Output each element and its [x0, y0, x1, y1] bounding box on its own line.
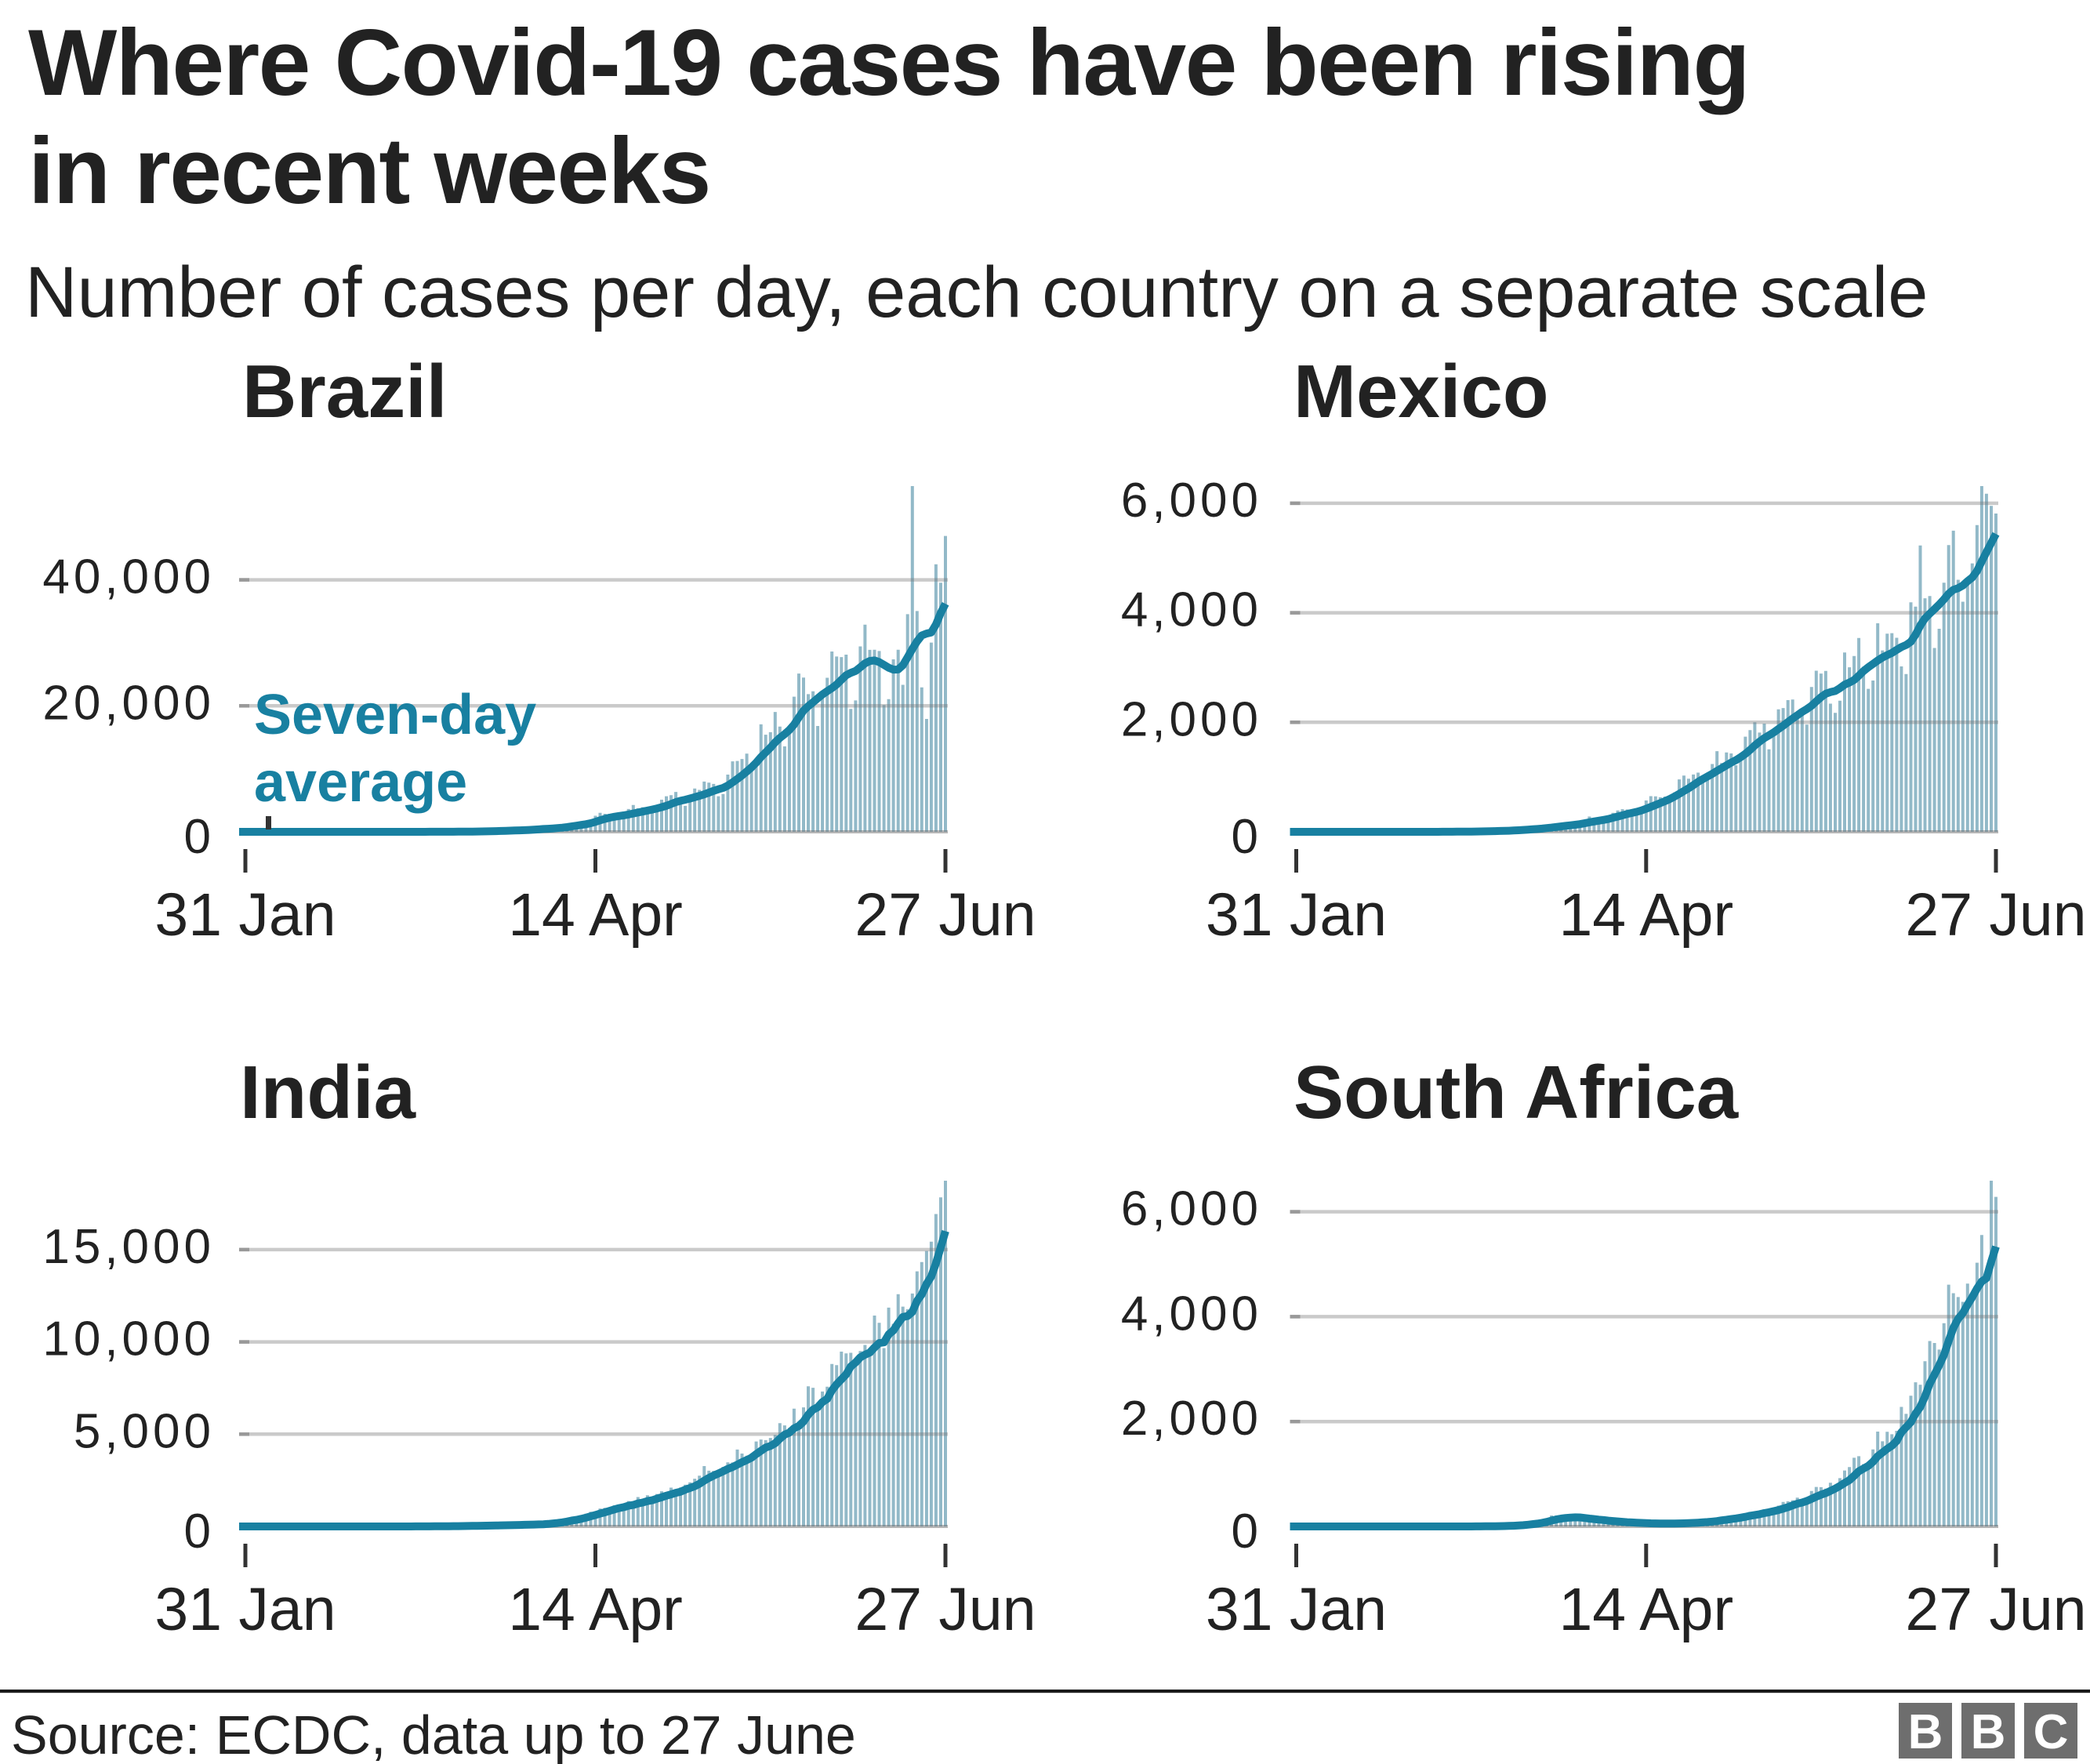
svg-text:2,000: 2,000 [1121, 692, 1262, 746]
svg-text:27 Jun: 27 Jun [855, 881, 1036, 949]
svg-text:0: 0 [184, 810, 215, 864]
svg-text:C: C [2034, 1705, 2069, 1759]
svg-text:Number of cases per day, each: Number of cases per day, each country on… [25, 252, 1928, 332]
svg-text:in recent weeks: in recent weeks [28, 118, 710, 223]
svg-text:31 Jan: 31 Jan [1206, 1576, 1387, 1643]
svg-text:6,000: 6,000 [1121, 474, 1262, 528]
svg-text:B: B [1971, 1705, 2006, 1759]
svg-text:31 Jan: 31 Jan [154, 881, 336, 949]
svg-text:0: 0 [1232, 1504, 1262, 1559]
svg-text:0: 0 [184, 1504, 215, 1559]
svg-text:Where Covid-19 cases have been: Where Covid-19 cases have been rising [28, 10, 1749, 115]
svg-text:Brazil: Brazil [242, 350, 447, 434]
svg-text:14 Apr: 14 Apr [1558, 1576, 1733, 1643]
svg-text:27 Jun: 27 Jun [1905, 881, 2086, 949]
svg-text:20,000: 20,000 [42, 676, 215, 730]
svg-text:Mexico: Mexico [1294, 350, 1548, 434]
svg-text:31 Jan: 31 Jan [154, 1576, 336, 1643]
svg-text:4,000: 4,000 [1121, 1287, 1262, 1341]
svg-text:10,000: 10,000 [42, 1312, 215, 1367]
svg-text:15,000: 15,000 [42, 1220, 215, 1274]
svg-text:5,000: 5,000 [74, 1404, 215, 1458]
svg-text:6,000: 6,000 [1121, 1182, 1262, 1236]
svg-text:27 Jun: 27 Jun [855, 1576, 1036, 1643]
svg-text:27 Jun: 27 Jun [1905, 1576, 2086, 1643]
svg-text:Seven-day: Seven-day [254, 684, 536, 746]
svg-text:0: 0 [1232, 810, 1262, 864]
svg-text:40,000: 40,000 [42, 550, 215, 604]
svg-text:B: B [1908, 1705, 1943, 1759]
svg-text:average: average [254, 751, 467, 814]
svg-text:4,000: 4,000 [1121, 583, 1262, 637]
svg-text:14 Apr: 14 Apr [1558, 881, 1733, 949]
svg-text:Source: ECDC, data up to 27 Ju: Source: ECDC, data up to 27 June [11, 1704, 856, 1764]
svg-text:India: India [240, 1051, 416, 1134]
svg-text:South Africa: South Africa [1294, 1051, 1739, 1134]
svg-text:2,000: 2,000 [1121, 1392, 1262, 1446]
svg-text:14 Apr: 14 Apr [508, 881, 683, 949]
svg-text:14 Apr: 14 Apr [508, 1576, 683, 1643]
svg-text:31 Jan: 31 Jan [1206, 881, 1387, 949]
